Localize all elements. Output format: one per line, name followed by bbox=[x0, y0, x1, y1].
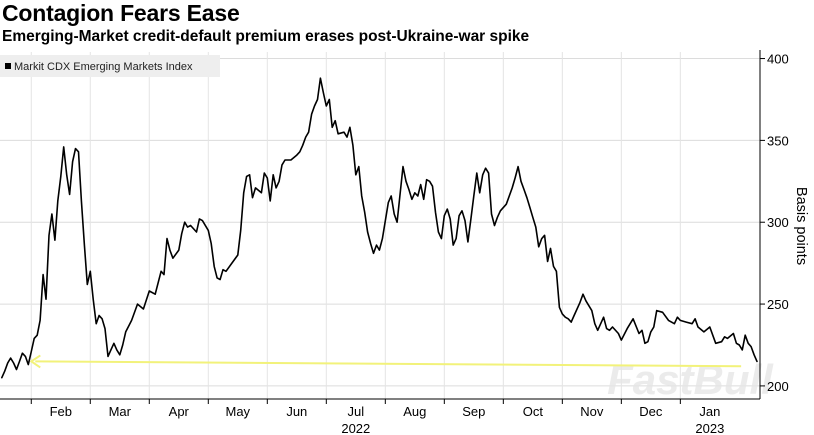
annotation-arrow-line bbox=[35, 360, 742, 368]
x-tick-label: Jan bbox=[699, 404, 720, 419]
legend-layer: Markit CDX Emerging Markets Index bbox=[0, 55, 220, 77]
chart-subtitle: Emerging-Market credit-default premium e… bbox=[2, 28, 530, 45]
x-tick-label: Mar bbox=[109, 404, 132, 419]
annotation-layer bbox=[29, 354, 742, 369]
legend-swatch bbox=[5, 63, 11, 69]
year-label: 2022 bbox=[341, 421, 370, 435]
axis-layer: 200 250 300 350 400 Feb Mar Apr May Jun Jul Aug Sep O… bbox=[0, 50, 809, 435]
chart-title: Contagion Fears Ease bbox=[2, 0, 240, 26]
legend-box bbox=[0, 55, 220, 77]
x-tick-label: Jul bbox=[347, 404, 364, 419]
legend-entry: Markit CDX Emerging Markets Index bbox=[14, 61, 193, 73]
x-tick-label: Aug bbox=[403, 404, 426, 419]
y-axis-title: Basis points bbox=[793, 187, 809, 265]
x-tick-label: Nov bbox=[580, 404, 604, 419]
x-tick-label: Dec bbox=[639, 404, 663, 419]
y-tick-label: 250 bbox=[767, 297, 789, 312]
y-tick-label: 400 bbox=[767, 52, 789, 67]
year-label: 2023 bbox=[695, 421, 724, 435]
x-tick-label: May bbox=[226, 404, 251, 419]
annotation-arrow-head bbox=[29, 354, 41, 369]
grid-layer bbox=[0, 52, 760, 399]
x-tick-label: Jun bbox=[286, 404, 307, 419]
y-tick-label: 200 bbox=[767, 379, 789, 394]
x-tick-label: Apr bbox=[169, 404, 190, 419]
watermark: FastBull bbox=[607, 356, 774, 403]
series-layer bbox=[0, 77, 758, 379]
x-tick-label: Oct bbox=[523, 404, 544, 419]
plot-background bbox=[0, 52, 760, 399]
series-line bbox=[0, 77, 758, 379]
y-tick-label: 350 bbox=[767, 133, 789, 148]
y-tick-label: 300 bbox=[767, 215, 789, 230]
x-tick-label: Feb bbox=[50, 404, 72, 419]
x-tick-label: Sep bbox=[462, 404, 485, 419]
